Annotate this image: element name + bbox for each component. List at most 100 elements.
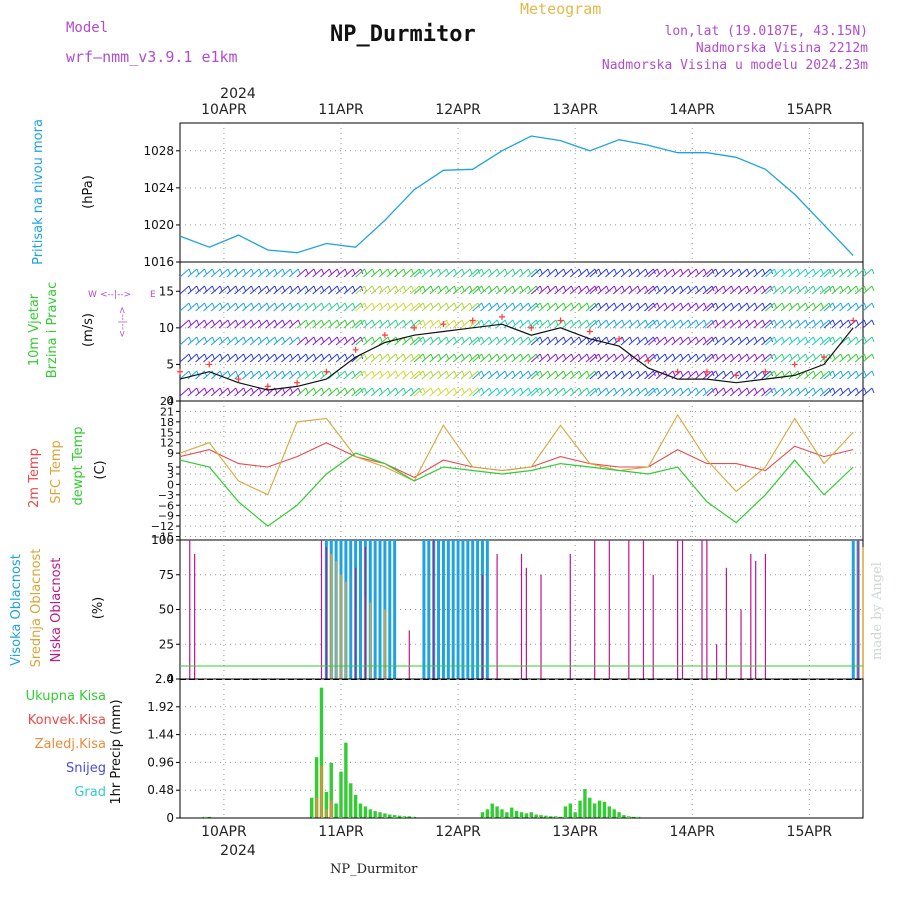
wind-barb-flag [723, 302, 727, 309]
wind-barb-flag [461, 319, 465, 326]
wind-barb-flag [645, 336, 649, 343]
elevation-label: Nadmorska Visina 2212m [695, 41, 868, 56]
wind-barb [429, 319, 440, 329]
wind-barb-flag [715, 336, 719, 343]
cloud-bar-low [701, 540, 703, 679]
wind-barb-flag [430, 387, 434, 394]
wind-barb-flag [258, 285, 262, 292]
wind-barb [530, 302, 541, 312]
wind-barb [519, 336, 529, 346]
wind-barb-flag [664, 268, 668, 275]
wind-barb-flag [555, 336, 559, 343]
wind-barb-flag [781, 353, 785, 360]
wind-barb-flag [695, 268, 699, 275]
wind-barb-flag [840, 353, 844, 360]
wind-barb [503, 353, 514, 363]
wind-barb-flag [746, 319, 750, 326]
wind-barb-flag [430, 319, 434, 326]
wind-barb [409, 353, 420, 363]
wind-barb-flag [672, 387, 676, 394]
wind-barb [687, 353, 697, 363]
wind-barb [511, 353, 522, 363]
wind-barb [823, 302, 834, 312]
wind-barb [737, 353, 748, 363]
wind-barb-flag [430, 336, 434, 343]
wind-barb [854, 353, 865, 363]
wind-barb [589, 353, 600, 363]
precip-bar-total [617, 812, 621, 818]
wind-barb [249, 268, 260, 278]
wind-barb [195, 268, 205, 278]
wind-barb-flag [438, 387, 442, 394]
wind-barb-flag [461, 353, 465, 360]
wind-barb-flag [379, 370, 383, 377]
wind-barb [370, 336, 381, 346]
wind-barb [854, 302, 865, 312]
wind-barb [320, 268, 330, 278]
wind-barb-flag [321, 387, 325, 394]
wind-barb [804, 285, 814, 295]
wind-barb-flag [329, 285, 332, 292]
wind-barb-flag [282, 285, 286, 292]
gust-marker [177, 368, 183, 375]
wind-barb [187, 285, 198, 295]
cloud-bar-low [642, 540, 645, 679]
wind-barb-flag [422, 268, 426, 275]
wind-barb [312, 302, 323, 312]
wind-barb [394, 370, 404, 380]
wind-barb [819, 268, 830, 278]
wind-barb [437, 302, 447, 312]
wind-barb-flag [578, 336, 582, 343]
wind-barb [226, 336, 237, 346]
wind-barb [780, 319, 791, 329]
wind-barb [644, 319, 654, 329]
wind-barb [577, 370, 588, 380]
wind-barb-flag [773, 319, 777, 326]
wind-barb-flag [528, 302, 532, 309]
y-tick-label: −12 [151, 520, 174, 533]
wind-barb [745, 336, 756, 346]
cloud-bar-low [652, 574, 654, 679]
wind-barb-flag [731, 302, 734, 309]
wind-barb-flag [188, 302, 192, 309]
wind-barb [511, 319, 522, 329]
wind-barb [370, 319, 381, 329]
wind-barb-flag [812, 285, 816, 292]
wind-barb [195, 336, 205, 346]
wind-barb [811, 302, 822, 312]
wind-barb [495, 302, 506, 312]
wind-barb-flag [695, 370, 699, 377]
wind-barb-flag [188, 370, 192, 377]
wind-barb [620, 302, 631, 312]
wind-barb [737, 336, 748, 346]
wind-barb [511, 370, 522, 380]
wind-barb-flag [539, 268, 543, 275]
wind-barb [460, 302, 471, 312]
wind-barb-flag [446, 268, 450, 275]
wind-barb-flag [715, 319, 719, 326]
wind-barb-flag [855, 319, 859, 326]
wind-barb [761, 370, 771, 380]
y-tick-label: 9 [167, 447, 174, 460]
wind-barb-flag [469, 387, 473, 394]
wind-barb-flag [371, 353, 375, 360]
wind-barb-flag [461, 370, 465, 377]
wind-barb-flag [188, 285, 192, 292]
precip-bar-total [539, 815, 543, 818]
wind-barb-flag [204, 302, 208, 309]
wind-barb-flag [645, 353, 649, 360]
wind-barb-flag [621, 370, 625, 377]
precip-bars [180, 679, 863, 819]
wind-barb-flag [547, 370, 551, 377]
precip-bar-total [558, 816, 563, 818]
cloud-bar-low [433, 540, 435, 679]
wind-barb-flag [227, 370, 231, 377]
wind-barb-flag [290, 353, 293, 360]
wind-barb-flag [352, 370, 356, 377]
wind-barb [589, 268, 600, 278]
wind-barb [429, 387, 440, 397]
precip-bar-total [339, 771, 343, 818]
wind-barb [429, 353, 440, 363]
wind-barb-flag [297, 387, 301, 394]
wind-barb-flag [781, 336, 785, 343]
